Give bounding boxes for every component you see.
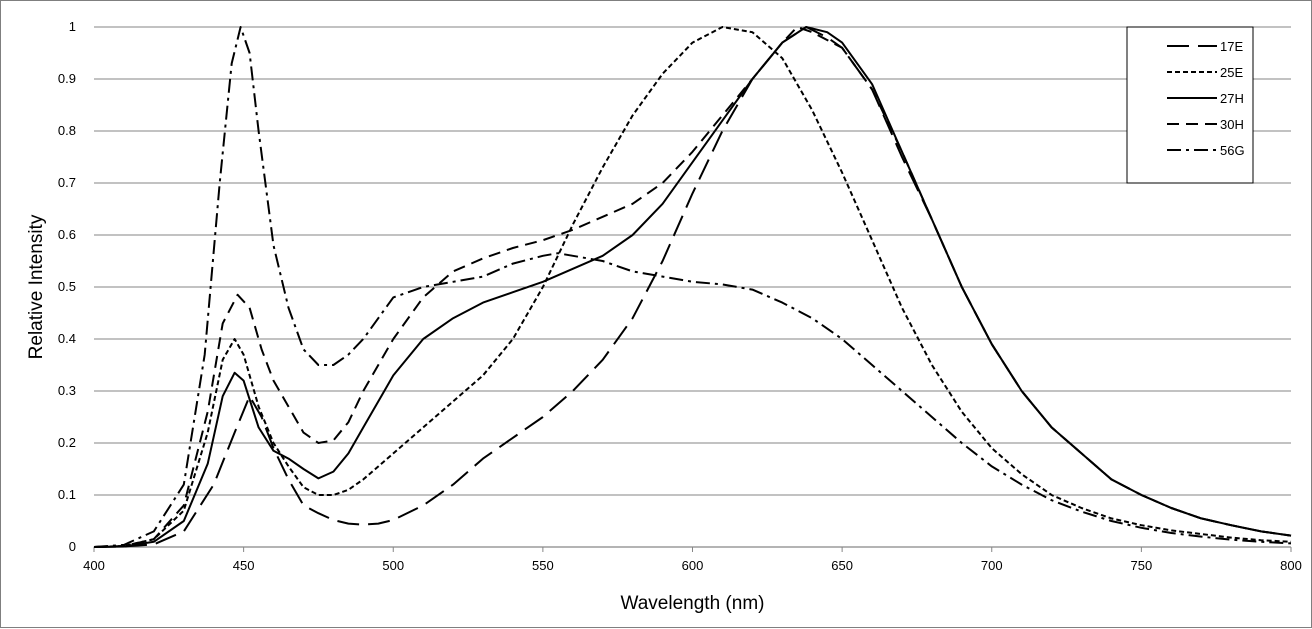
x-tick-label: 700 (981, 558, 1003, 573)
y-axis-title: Relative Intensity (26, 214, 47, 359)
x-tick-label: 750 (1131, 558, 1153, 573)
y-tick-label: 0.5 (58, 279, 76, 294)
y-tick-label: 0 (69, 539, 76, 554)
x-tick-label: 800 (1280, 558, 1302, 573)
y-tick-label: 0.7 (58, 175, 76, 190)
y-tick-label: 0.1 (58, 487, 76, 502)
x-tick-label: 400 (83, 558, 105, 573)
x-tick-label: 500 (382, 558, 404, 573)
y-tick-label: 0.4 (58, 331, 76, 346)
legend-label: 25E (1220, 65, 1243, 80)
y-tick-label: 0.6 (58, 227, 76, 242)
x-tick-label: 450 (233, 558, 255, 573)
y-tick-label: 1 (69, 19, 76, 34)
legend-label: 27H (1220, 91, 1244, 106)
legend-label: 17E (1220, 39, 1243, 54)
y-tick-label: 0.8 (58, 123, 76, 138)
y-tick-label: 0.9 (58, 71, 76, 86)
y-tick-label: 0.2 (58, 435, 76, 450)
y-tick-label: 0.3 (58, 383, 76, 398)
x-tick-label: 650 (831, 558, 853, 573)
legend-label: 56G (1220, 143, 1245, 158)
legend-label: 30H (1220, 117, 1244, 132)
x-axis-title: Wavelength (nm) (621, 593, 765, 614)
x-tick-label: 550 (532, 558, 554, 573)
x-tick-label: 600 (682, 558, 704, 573)
